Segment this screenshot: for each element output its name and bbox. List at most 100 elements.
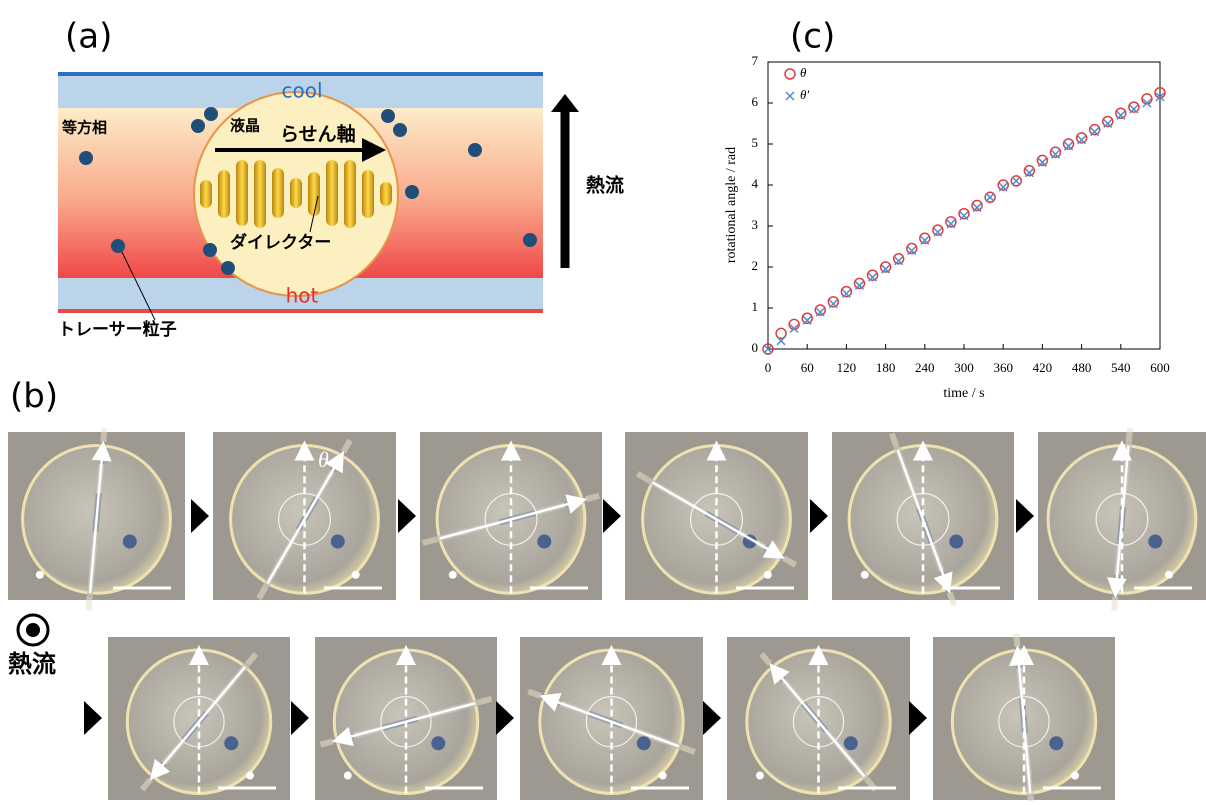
legend-label: θ [800,65,807,80]
y-tick-label: 5 [752,135,759,150]
heat-arrowhead [551,94,579,112]
point [986,193,994,201]
point [894,254,904,264]
x-tick-label: 120 [837,360,857,375]
panel-label: (b) [10,377,58,417]
out-of-plane-dot [26,623,40,637]
cool-label: cool [281,79,322,103]
tracer-dot [449,571,457,579]
point [854,278,864,288]
sequence-arrow [909,701,927,735]
point [1077,133,1087,143]
tracer-dot [1071,772,1079,780]
figure: (a) cool hot 等方相 液晶 らせん軸 ダイレクター トレーサー粒子 [0,0,1206,801]
y-axis-label: rotational angle / rad [724,147,739,263]
point [828,297,838,307]
particle [844,736,858,750]
legend-label: θ′ [800,87,809,102]
point [1050,147,1060,157]
point [815,305,825,315]
hot-label: hot [286,284,319,308]
tracer-dot [764,571,772,579]
hot-edge [58,309,543,313]
point [1037,155,1047,165]
particle [1049,736,1063,750]
y-tick-label: 2 [752,258,759,273]
lc-label: 液晶 [230,117,260,135]
sequence-arrow [191,499,209,533]
y-tick-label: 7 [752,53,759,68]
y-tick-label: 1 [752,299,759,314]
y-tick-label: 6 [752,94,759,109]
x-tick-label: 480 [1072,360,1092,375]
y-tick-label: 4 [752,176,759,191]
particle [537,535,551,549]
sequence-arrow [398,499,416,533]
point [959,209,969,219]
sequence-arrow [603,499,621,533]
point [802,313,812,323]
point [920,233,930,243]
particle [949,535,963,549]
point [972,201,982,211]
y-tick-label: 3 [752,217,759,232]
point [1090,125,1100,135]
particle [331,535,345,549]
point [933,225,943,235]
theta-label: θ [318,447,329,472]
director-label: ダイレクター [230,232,331,253]
point [841,287,851,297]
point [998,180,1008,190]
heat-flow-label: 熱流 [8,650,56,678]
sequence-arrow [496,701,514,735]
micrographs [8,428,1206,801]
tracer-dot [36,571,44,579]
x-tick-label: 240 [915,360,935,375]
tracer-dot [659,772,667,780]
x-tick-label: 360 [993,360,1013,375]
x-tick-label: 540 [1111,360,1131,375]
particle [637,736,651,750]
sequence-arrow [810,499,828,533]
x-tick-label: 300 [954,360,974,375]
point [907,244,917,254]
particle [123,535,137,549]
tracer-dot [246,772,254,780]
x-tick-label: 420 [1033,360,1053,375]
x-tick-label: 60 [801,360,814,375]
particle [431,736,445,750]
sequence-arrow [291,701,309,735]
point [868,270,878,280]
x-tick-label: 600 [1150,360,1170,375]
panel-label: (a) [65,17,112,57]
point [1103,116,1113,126]
point [946,217,956,227]
x-tick-label: 180 [876,360,896,375]
heat-label: 熱流 [586,174,624,197]
particle [1148,535,1162,549]
x-axis-label: time / s [943,386,984,401]
sequence-arrow [1016,499,1034,533]
panel-label: (c) [790,17,835,57]
tracer-label: トレーサー粒子 [58,319,177,340]
isotropic-label: 等方相 [62,119,107,137]
x-tick-label: 0 [765,360,772,375]
cell-diagram: cool hot 等方相 液晶 らせん軸 ダイレクター トレーサー粒子 熱流 [58,72,624,340]
tracer-dot [861,571,869,579]
plot-frame [768,62,1160,349]
sequence-arrow [84,701,102,735]
tracer-dot [756,772,764,780]
legend-marker [785,69,795,79]
point [881,262,891,272]
y-tick-label: 0 [752,340,759,355]
helix-label: らせん軸 [280,123,356,146]
sequence-arrow [703,701,721,735]
point [1064,139,1074,149]
legend-marker [786,92,794,100]
particle [224,736,238,750]
cool-edge [58,72,543,76]
tracer-dot [344,772,352,780]
point [1116,108,1126,118]
point [1129,102,1139,112]
tracer-dot [352,571,360,579]
